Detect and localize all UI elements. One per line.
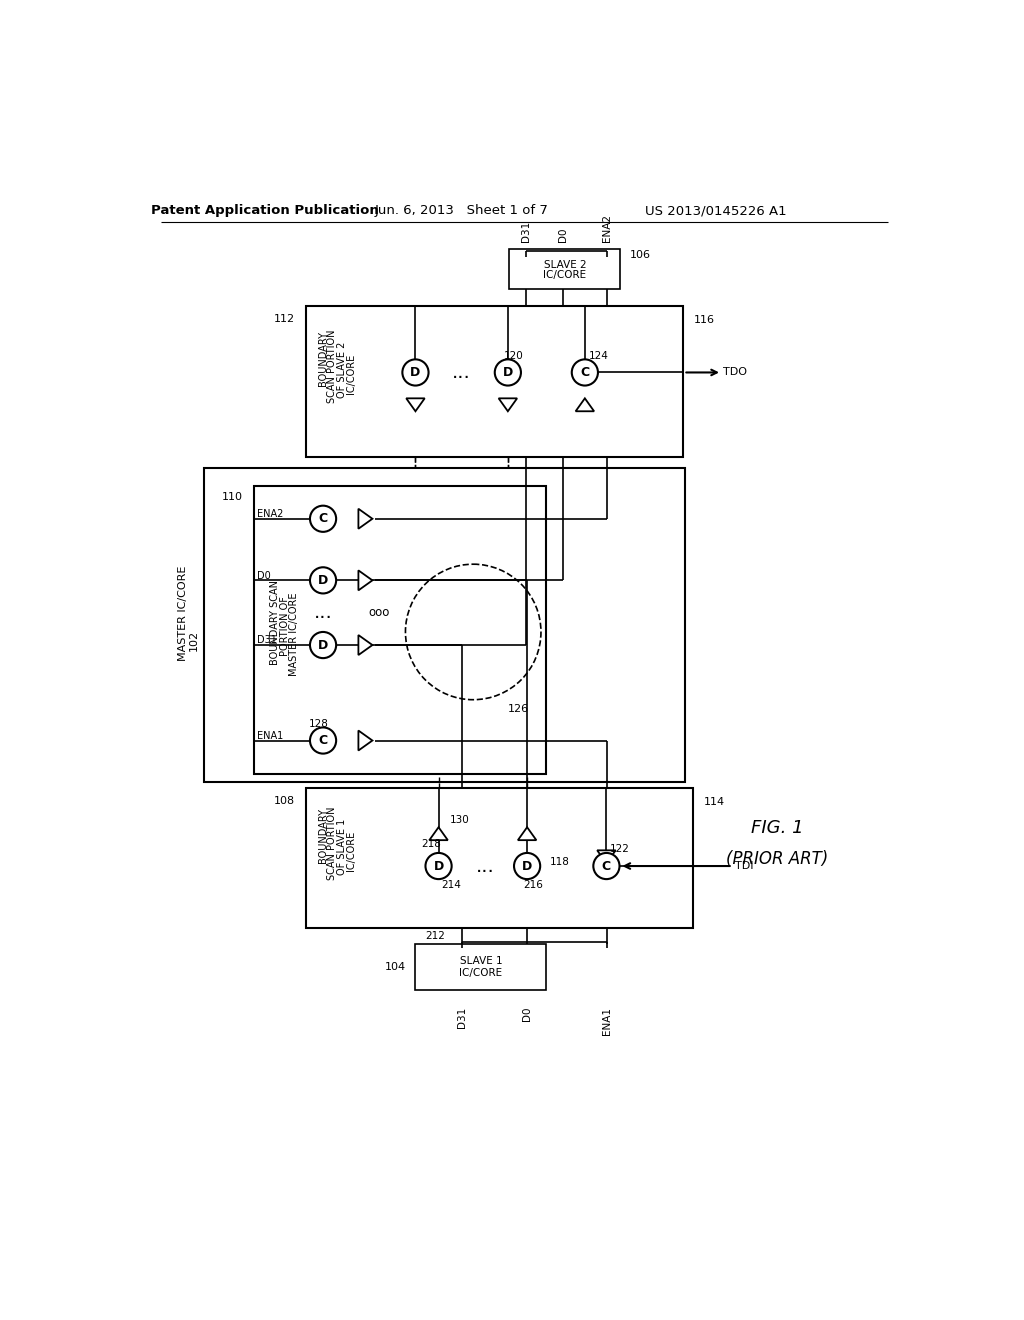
Text: D: D [317, 574, 328, 587]
Text: D: D [317, 639, 328, 652]
Text: IC/CORE: IC/CORE [346, 830, 355, 871]
Text: OF SLAVE 2: OF SLAVE 2 [337, 342, 346, 399]
Text: 104: 104 [385, 962, 407, 972]
Text: D: D [503, 366, 513, 379]
Text: IC/CORE: IC/CORE [346, 354, 355, 395]
Polygon shape [358, 508, 373, 529]
Circle shape [310, 632, 336, 659]
Polygon shape [499, 399, 517, 412]
Polygon shape [358, 570, 373, 590]
Text: US 2013/0145226 A1: US 2013/0145226 A1 [645, 205, 786, 218]
Text: SCAN PORTION: SCAN PORTION [328, 807, 337, 879]
Text: 130: 130 [451, 814, 470, 825]
Text: FIG. 1: FIG. 1 [751, 820, 804, 837]
Text: SLAVE 2: SLAVE 2 [544, 260, 586, 269]
Text: 116: 116 [694, 315, 715, 325]
Circle shape [310, 568, 336, 594]
Text: D: D [411, 366, 421, 379]
Text: IC/CORE: IC/CORE [544, 271, 587, 280]
Text: 108: 108 [273, 796, 295, 807]
Text: ENA1: ENA1 [257, 731, 283, 741]
Bar [416, 944, 547, 990]
Circle shape [310, 506, 336, 532]
Text: BOUNDARY: BOUNDARY [318, 808, 328, 863]
Polygon shape [597, 850, 615, 863]
Circle shape [495, 359, 521, 385]
Polygon shape [358, 635, 373, 655]
Text: PORTION OF: PORTION OF [280, 597, 290, 656]
Text: MASTER IC/CORE: MASTER IC/CORE [178, 566, 188, 661]
Text: 106: 106 [630, 251, 650, 260]
Text: 118: 118 [550, 857, 570, 867]
Text: BOUNDARY SCAN: BOUNDARY SCAN [270, 579, 281, 665]
Text: SLAVE 1: SLAVE 1 [460, 956, 502, 966]
Text: 214: 214 [441, 880, 462, 890]
Bar [254, 486, 547, 775]
Text: ENA2: ENA2 [602, 214, 612, 242]
Text: D0: D0 [257, 570, 270, 581]
Text: ...: ... [453, 363, 471, 381]
Text: 212: 212 [425, 931, 444, 941]
Text: C: C [318, 734, 328, 747]
Circle shape [571, 359, 598, 385]
Text: ...: ... [313, 603, 333, 622]
Text: 102: 102 [188, 630, 199, 651]
Text: MASTER IC/CORE: MASTER IC/CORE [289, 593, 299, 676]
Circle shape [425, 853, 452, 879]
Text: 122: 122 [610, 843, 630, 854]
Text: ...: ... [475, 857, 495, 875]
Text: C: C [581, 366, 590, 379]
Text: 120: 120 [504, 351, 523, 360]
Polygon shape [575, 399, 594, 412]
Text: 126: 126 [508, 704, 529, 714]
Text: 216: 216 [523, 880, 543, 890]
Text: D31: D31 [257, 635, 276, 645]
Text: 112: 112 [273, 314, 295, 323]
Text: BOUNDARY: BOUNDARY [318, 331, 328, 387]
Circle shape [593, 853, 620, 879]
Text: 124: 124 [589, 351, 608, 360]
Text: Jun. 6, 2013   Sheet 1 of 7: Jun. 6, 2013 Sheet 1 of 7 [375, 205, 549, 218]
Text: OF SLAVE 1: OF SLAVE 1 [337, 818, 346, 875]
Text: 218: 218 [422, 840, 441, 850]
Bar [509, 249, 621, 289]
Text: D0: D0 [522, 1007, 532, 1022]
Text: D: D [522, 859, 532, 873]
Text: D31: D31 [520, 220, 530, 242]
Text: (PRIOR ART): (PRIOR ART) [726, 850, 828, 869]
Circle shape [514, 853, 541, 879]
Polygon shape [407, 399, 425, 412]
Circle shape [402, 359, 429, 385]
Text: Patent Application Publication: Patent Application Publication [152, 205, 379, 218]
Text: D31: D31 [457, 1007, 467, 1028]
Bar [306, 306, 683, 457]
Text: 128: 128 [309, 718, 329, 729]
Text: TDI: TDI [735, 861, 754, 871]
Bar [306, 788, 692, 928]
Text: ooo: ooo [369, 606, 390, 619]
Text: TDO: TDO [724, 367, 748, 378]
Bar [205, 469, 685, 781]
Text: 114: 114 [703, 797, 725, 807]
Polygon shape [429, 828, 447, 840]
Text: C: C [602, 859, 611, 873]
Polygon shape [518, 828, 537, 840]
Text: ENA1: ENA1 [602, 1007, 612, 1035]
Text: D: D [433, 859, 443, 873]
Text: SCAN PORTION: SCAN PORTION [328, 330, 337, 403]
Circle shape [310, 727, 336, 754]
Polygon shape [358, 730, 373, 751]
Text: IC/CORE: IC/CORE [460, 968, 503, 978]
Text: D0: D0 [558, 227, 568, 242]
Text: 110: 110 [222, 492, 243, 502]
Text: ENA2: ENA2 [257, 510, 284, 519]
Text: C: C [318, 512, 328, 525]
